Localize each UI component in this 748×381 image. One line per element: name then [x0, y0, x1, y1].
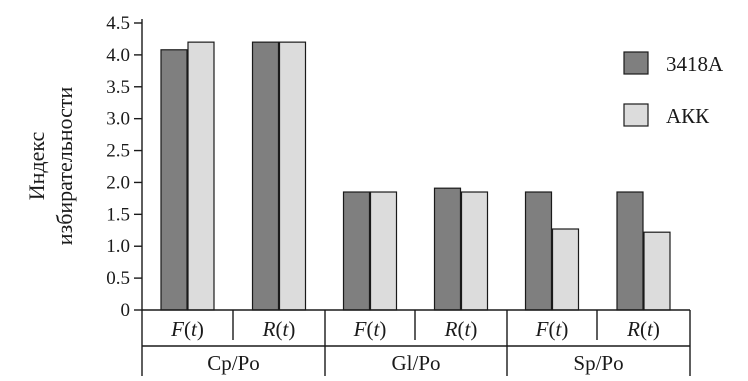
x-category-label: F(t)	[170, 317, 204, 341]
bar-series1	[616, 191, 644, 311]
x-group-label: Cp/Po	[207, 351, 260, 375]
x-category-label: F(t)	[353, 317, 387, 341]
legend-swatch	[623, 51, 649, 75]
x-category-label: R(t)	[444, 317, 478, 341]
bar-series2	[643, 231, 671, 311]
bar-series2	[551, 228, 580, 311]
bar-series2	[460, 191, 489, 311]
x-group-label: Sp/Po	[573, 351, 623, 375]
y-tick-label: 3.5	[106, 77, 130, 98]
y-tick-label: 4.0	[106, 45, 130, 66]
bar-series1	[342, 191, 371, 311]
y-tick-label: 0	[121, 300, 131, 321]
y-tick-label: 3.0	[106, 109, 130, 130]
legend-label: АКК	[666, 104, 710, 128]
bar-series1	[160, 49, 188, 311]
x-category-label: F(t)	[535, 317, 569, 341]
y-tick-label: 2.0	[106, 172, 130, 193]
bar-series2	[187, 41, 215, 311]
x-group-label: Gl/Po	[391, 351, 440, 375]
legend-label: 3418A	[666, 52, 724, 76]
bar-series2	[369, 191, 398, 311]
bar-series1	[524, 191, 553, 311]
y-tick-label: 4.5	[106, 13, 130, 34]
y-tick-label: 1.0	[106, 236, 130, 257]
y-axis-label-line2: избирательности	[52, 87, 77, 246]
y-tick-label: 1.5	[106, 204, 130, 225]
bar-series1	[251, 41, 280, 311]
bar-series2	[278, 41, 307, 311]
bar-series1	[433, 187, 462, 311]
y-axis-label-line1: Индекс	[24, 132, 49, 201]
y-tick-label: 0.5	[106, 268, 130, 289]
legend-swatch	[623, 103, 649, 127]
x-category-label: R(t)	[262, 317, 296, 341]
x-category-label: R(t)	[626, 317, 660, 341]
y-tick-label: 2.5	[106, 141, 130, 162]
